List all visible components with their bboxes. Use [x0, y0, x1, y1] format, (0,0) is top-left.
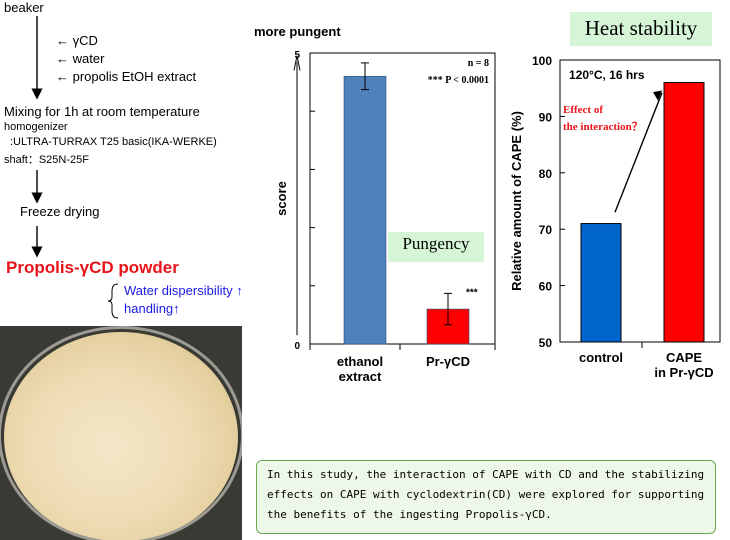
- chart2-bar: [663, 82, 705, 343]
- chart2-xtick-label: in Pr-γCD: [654, 365, 713, 380]
- chart2-bar: [580, 223, 622, 343]
- flow-freeze: Freeze drying: [20, 204, 100, 219]
- chart1-significance: ***: [466, 287, 478, 298]
- chart2-effect-arrow: [614, 92, 663, 213]
- chart2-xtick-label: CAPE: [666, 350, 702, 365]
- flow-input-water: ← water: [56, 51, 105, 66]
- pungency-label: Pungency: [402, 234, 470, 253]
- study-note-text: In this study, the interaction of CAPE w…: [267, 468, 705, 521]
- flow-arrows: [31, 16, 43, 258]
- flow-input-propolis: ← propolis EtOH extract: [56, 69, 197, 84]
- chart1-xtick-label: extract: [339, 369, 382, 384]
- chart2-svg: 100 90 80 70 60 50 Relative amount of CAPE (%)…: [509, 54, 721, 380]
- chart2-ytick-label: 70: [539, 223, 553, 237]
- chart1-y-arrow-head: [293, 55, 301, 71]
- chart2-effect-arrow-head: [653, 90, 662, 101]
- chart2-ytick-label: 50: [539, 336, 553, 350]
- heat-stability-box: [570, 12, 712, 46]
- chart2-frame: [559, 59, 721, 343]
- chart2-ytick-label: 60: [539, 280, 553, 294]
- flow-mixing-detail-2: :ULTRA-TURRAX T25 basic(IKA-WERKE): [10, 136, 217, 148]
- petri-dish-rim: [0, 326, 242, 540]
- benefit-brace: [107, 283, 119, 319]
- chart2-ytick-label: 80: [539, 167, 553, 181]
- chart1-n-label: n = 8: [468, 58, 489, 69]
- chart1-ylabel: score: [274, 181, 289, 216]
- chart2-ylabel: Relative amount of CAPE (%): [509, 111, 524, 291]
- chart1-xtick-label: ethanol: [337, 354, 383, 369]
- chart2-ytick-label: 100: [532, 54, 552, 68]
- pungency-box: [388, 232, 484, 262]
- chart1-ytick-label: 0: [294, 341, 300, 352]
- chart2-xtick-label: control: [579, 350, 623, 365]
- benefit-handling: handling↑: [124, 301, 180, 316]
- powder-photo: [0, 326, 242, 540]
- chart1-xtick-label: Pr-γCD: [426, 354, 470, 369]
- flow-mixing-detail-3: shaft：S25N-25F: [4, 154, 89, 166]
- study-note: In this study, the interaction of CAPE w…: [256, 460, 716, 534]
- flow-mixing-title: Mixing for 1h at room temperature: [4, 104, 200, 119]
- chart1-frame: [309, 52, 496, 345]
- chart1-p-label: *** P < 0.0001: [428, 75, 489, 86]
- flow-input-gcd: ← γCD: [56, 33, 98, 48]
- chart2-title: Heat stability: [584, 16, 698, 40]
- chart2-effect-label: the interaction？: [563, 120, 643, 133]
- chart2-ytick-label: 90: [539, 110, 553, 124]
- flow-product: Propolis-γCD powder: [6, 258, 179, 277]
- chart1-title: more pungent: [254, 24, 341, 39]
- benefit-dispersibility: Water dispersibility ↑: [124, 283, 243, 298]
- flow-start: beaker: [4, 0, 44, 15]
- chart1-bar: [343, 75, 387, 345]
- chart2-condition: 120°C, 16 hrs: [569, 68, 645, 82]
- chart2-effect-label: Effect of: [563, 104, 603, 116]
- chart1-ytick-label: 5: [294, 50, 300, 61]
- flow-mixing-detail-1: homogenizer: [4, 121, 68, 133]
